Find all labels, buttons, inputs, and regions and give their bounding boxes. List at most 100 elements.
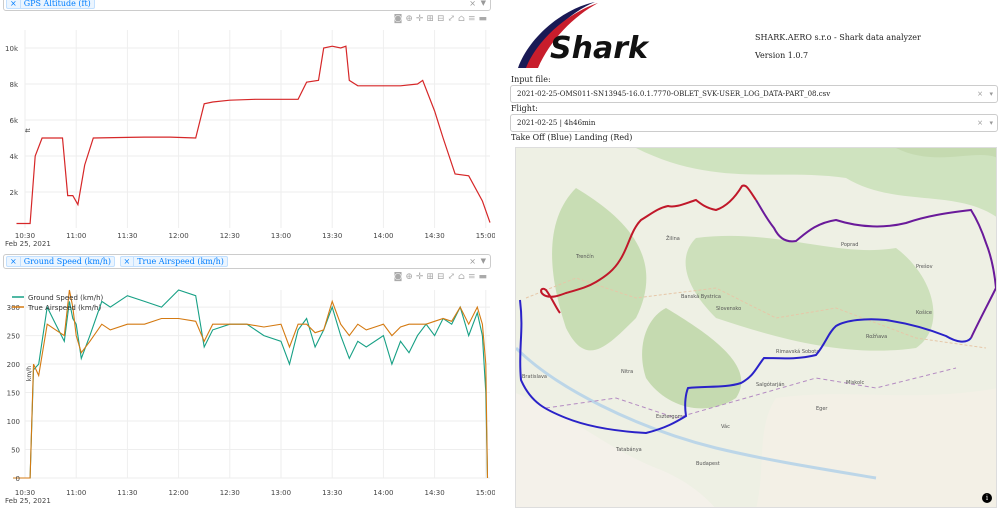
x-subtitle: Feb 25, 2021 [5,497,51,505]
y-tick-label: 200 [7,361,20,369]
remove-tag-icon[interactable]: × [7,0,21,8]
zoom-in-icon[interactable]: ⊞ [426,272,434,282]
map-place-label: Poprad [841,242,858,248]
x-tick-label: 12:00 [169,489,189,497]
x-tick-label: 15:00 [476,232,495,240]
map-place-label: Slovensko [716,306,741,312]
zoom-icon[interactable]: ⊕ [405,272,413,282]
map-place-label: Miskolc [846,380,864,386]
camera-icon[interactable]: ◙ [393,14,403,24]
y-tick-label: 6k [9,117,18,125]
map-place-label: Žilina [666,234,680,242]
chevron-down-icon[interactable]: ▼ [480,0,486,7]
y-tick-label: 250 [7,333,20,341]
y-tick-label: 2k [9,189,18,197]
x-tick-label: 11:30 [117,489,137,497]
flight-label: Flight: [511,104,538,113]
flight-value: 2021-02-25 | 4h46min [517,119,596,127]
input-file-value: 2021-02-25-OMS011-SN13945-16.0.1.7770-OB… [517,90,831,98]
home-icon[interactable]: ⌂ [458,14,465,24]
spike-lines-icon[interactable]: ≡ [467,272,476,282]
series-tag-label: Ground Speed (km/h) [23,257,111,266]
flight-select[interactable]: 2021-02-25 | 4h46min × ▾ [510,114,998,132]
y-tick-label: 300 [7,304,20,312]
x-tick-label: 12:30 [220,232,240,240]
x-tick-label: 14:30 [425,489,445,497]
hover-icon[interactable]: ▬ [478,272,487,282]
zoom-in-icon[interactable]: ⊞ [426,14,434,24]
map-place-label: Vác [721,423,730,430]
x-tick-label: 11:30 [117,232,137,240]
analyzer-panel: Shark SHARK.AERO s.r.o - Shark data anal… [505,0,1000,510]
x-tick-label: 11:00 [66,232,86,240]
altitude-series-picker[interactable]: × GPS Altitude (ft) × ▼ [3,0,491,11]
series-tag-gps-altitude: × GPS Altitude (ft) [6,0,95,9]
autoscale-icon[interactable]: ⤢ [447,272,456,282]
legend-item: True Airspeed (km/h) [27,304,101,312]
y-axis-label: km/h [26,366,33,381]
chevron-down-icon[interactable]: ▾ [989,119,993,127]
remove-tag-icon[interactable]: × [7,257,21,266]
pan-icon[interactable]: ✛ [415,14,424,24]
map-place-label: Esztergom [656,414,683,420]
info-icon[interactable]: i [982,493,992,503]
series-tag-ground-speed: × Ground Speed (km/h) [6,256,115,267]
y-tick-label: 8k [9,81,18,89]
x-tick-label: 15:00 [476,489,495,497]
logo-text: Shark [550,31,650,66]
clear-icon[interactable]: × [977,90,983,98]
map-place-label: Prešov [916,263,933,270]
series-tag-label: True Airspeed (km/h) [137,257,224,266]
series-tag-label: GPS Altitude (ft) [23,0,91,8]
landing-route [540,184,757,314]
chevron-down-icon[interactable]: ▼ [480,257,486,265]
zoom-out-icon[interactable]: ⊟ [436,14,445,24]
pan-icon[interactable]: ✛ [415,272,424,282]
zoom-out-icon[interactable]: ⊟ [436,272,445,282]
app-version: Version 1.0.7 [755,51,809,60]
x-tick-label: 12:30 [220,489,240,497]
camera-icon[interactable]: ◙ [393,272,403,282]
y-axis-label: ft [25,128,32,133]
y-tick-label: 10k [5,45,19,53]
clear-icon[interactable]: × [469,257,476,266]
speed-series-line [13,289,489,479]
shark-logo: Shark [510,0,660,72]
input-file-select[interactable]: 2021-02-25-OMS011-SN13945-16.0.1.7770-OB… [510,85,998,103]
speed-series-picker[interactable]: × Ground Speed (km/h) × True Airspeed (k… [3,254,491,269]
x-tick-label: 12:00 [169,232,189,240]
altitude-chart[interactable]: 2k 4k 6k 8k 10k 10:30 11:00 11:30 12:00 12:30 13:0… [0,0,495,250]
chart2-modebar: ◙ ⊕ ✛ ⊞ ⊟ ⤢ ⌂ ≡ ▬ [394,271,487,283]
legend-item: Ground Speed (km/h) [28,294,104,302]
y-tick-label: 0 [16,475,20,483]
clear-icon[interactable]: × [469,0,476,8]
spike-lines-icon[interactable]: ≡ [467,14,476,24]
map-place-label: Banská Bystrica [681,293,721,300]
map-place-label: Nitra [621,369,633,375]
remove-tag-icon[interactable]: × [121,257,135,266]
x-tick-label: 13:00 [271,232,291,240]
input-file-label: Input file: [511,75,551,84]
flight-map[interactable]: Bratislava Budapest Slovensko Banská Bystri… [515,147,997,508]
map-place-label: Rimavská Sobota [776,348,819,355]
cruise-route [755,199,996,339]
zoom-icon[interactable]: ⊕ [405,14,413,24]
map-canvas[interactable]: Bratislava Budapest Slovensko Banská Bystri… [516,148,997,508]
home-icon[interactable]: ⌂ [458,272,465,282]
takeoff-route [519,299,972,435]
x-tick-label: 10:30 [15,489,35,497]
autoscale-icon[interactable]: ⤢ [447,14,456,24]
map-place-label: Bratislava [522,374,547,380]
y-tick-label: 100 [7,418,20,426]
x-tick-label: 13:30 [322,489,342,497]
y-tick-label: 50 [11,447,20,455]
speed-series-line [13,289,489,479]
series-tag-true-airspeed: × True Airspeed (km/h) [119,256,228,267]
clear-icon[interactable]: × [977,119,983,127]
map-place-label: Salgótarján [756,381,785,388]
charts-panel: × GPS Altitude (ft) × ▼ ◙ ⊕ ✛ ⊞ ⊟ ⤢ ⌂ ≡ … [0,0,495,510]
hover-icon[interactable]: ▬ [478,14,487,24]
x-tick-label: 14:00 [373,232,393,240]
chevron-down-icon[interactable]: ▾ [989,90,993,98]
x-tick-label: 13:00 [271,489,291,497]
